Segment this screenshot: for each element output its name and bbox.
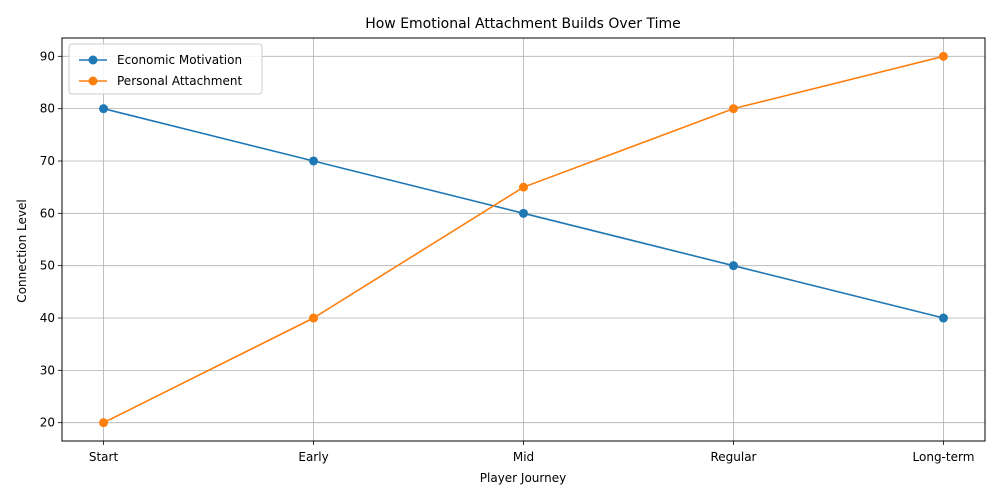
data-point <box>938 51 948 61</box>
legend-marker <box>88 55 98 65</box>
legend: Economic Motivation Personal Attachment <box>68 43 263 95</box>
series-0 <box>99 104 948 323</box>
x-tick-label: Regular <box>710 450 756 464</box>
ticks: 20 30 40 50 60 70 80 90 Start Early Mid Regular Long… <box>40 49 975 464</box>
y-axis-label: Connection Level <box>15 199 29 302</box>
chart-title: How Emotional Attachment Builds Over Tim… <box>365 16 681 32</box>
grid <box>62 38 985 441</box>
data-point <box>519 208 528 218</box>
data-point <box>728 261 738 271</box>
data-point <box>309 313 319 323</box>
x-axis-label: Player Journey <box>480 471 566 485</box>
legend-label: Economic Motivation <box>117 53 242 67</box>
series-1 <box>99 51 948 428</box>
legend-label: Personal Attachment <box>117 74 242 88</box>
x-tick-label: Early <box>298 450 328 464</box>
legend-box <box>68 43 263 95</box>
data-point <box>309 156 319 166</box>
x-tick-label: Long-term <box>913 450 975 464</box>
data-point <box>519 182 528 192</box>
y-tick-label: 30 <box>40 363 55 377</box>
x-tick-label: Start <box>89 450 119 464</box>
y-tick-label: 50 <box>40 259 55 273</box>
series-layer <box>99 51 948 428</box>
y-tick-label: 40 <box>40 311 55 325</box>
y-tick-label: 80 <box>40 102 55 116</box>
y-tick-label: 60 <box>40 206 55 220</box>
y-tick-label: 90 <box>40 49 55 63</box>
data-point <box>938 313 948 323</box>
y-tick-label: 20 <box>40 416 55 430</box>
legend-marker <box>88 76 98 86</box>
y-tick-label: 70 <box>40 154 55 168</box>
data-point <box>99 418 109 428</box>
data-point <box>728 104 738 114</box>
x-tick-label: Mid <box>513 450 534 464</box>
data-point <box>99 104 109 114</box>
